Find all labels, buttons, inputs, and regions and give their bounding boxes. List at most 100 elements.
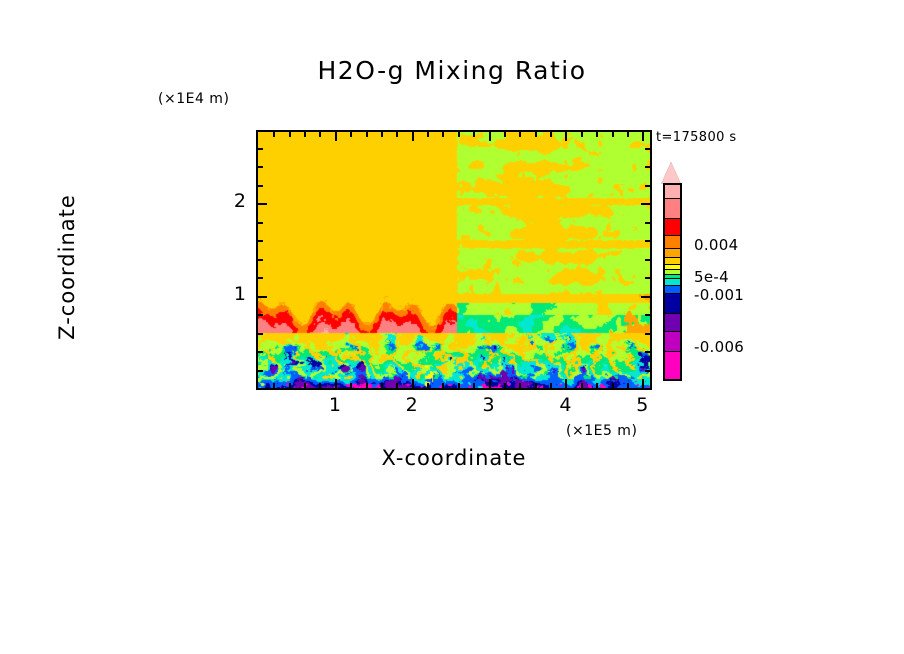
x-minor-tick: [427, 383, 429, 388]
x-minor-tick-top: [612, 132, 614, 137]
x-minor-tick: [519, 383, 521, 388]
y-major-tick: [258, 203, 267, 205]
y-minor-tick-right: [645, 333, 650, 335]
x-minor-tick-top: [473, 132, 475, 137]
x-major-tick: [565, 379, 567, 388]
x-minor-tick-top: [442, 132, 444, 137]
colorbar-band: [665, 352, 680, 379]
x-minor-tick-top: [304, 132, 306, 137]
x-minor-tick: [396, 383, 398, 388]
x-minor-tick-top: [396, 132, 398, 137]
y-tick-label: 1: [233, 282, 246, 305]
y-minor-tick-right: [645, 148, 650, 150]
colorbar-tick-label: -0.001: [694, 286, 745, 304]
timestamp-annotation: t=175800 s: [656, 130, 737, 145]
y-minor-tick: [258, 314, 263, 316]
y-minor-tick: [258, 333, 263, 335]
x-minor-tick: [504, 383, 506, 388]
colorbar-tick-label: 0.004: [694, 236, 739, 254]
colorbar-band: [665, 269, 680, 275]
x-minor-tick: [273, 383, 275, 388]
x-minor-tick-top: [550, 132, 552, 137]
x-minor-tick: [366, 383, 368, 388]
y-minor-tick: [258, 277, 263, 279]
x-major-tick: [412, 379, 414, 388]
y-minor-tick: [258, 370, 263, 372]
y-minor-tick: [258, 351, 263, 353]
colorbar-band: [665, 332, 680, 353]
x-minor-tick: [596, 383, 598, 388]
colorbar-band: [665, 185, 680, 199]
x-minor-tick: [550, 383, 552, 388]
x-major-tick-top: [335, 132, 337, 141]
x-major-tick: [335, 379, 337, 388]
y-major-tick-right: [641, 296, 650, 298]
y-minor-tick-right: [645, 240, 650, 242]
x-minor-tick-top: [581, 132, 583, 137]
y-minor-tick-right: [645, 277, 650, 279]
x-minor-tick: [473, 383, 475, 388]
colorbar-band: [665, 198, 680, 219]
colorbar: [663, 183, 682, 381]
page-title: H2O-g Mixing Ratio: [317, 56, 587, 85]
x-minor-tick-top: [535, 132, 537, 137]
x-tick-label: 2: [405, 394, 418, 416]
x-minor-tick-top: [273, 132, 275, 137]
x-major-tick-top: [565, 132, 567, 141]
x-minor-tick: [535, 383, 537, 388]
z-axis-unit-label: (×1E4 m): [158, 91, 230, 107]
x-minor-tick: [627, 383, 629, 388]
x-minor-tick: [381, 383, 383, 388]
x-minor-tick-top: [519, 132, 521, 137]
x-tick-label: 4: [559, 394, 572, 416]
y-minor-tick: [258, 166, 263, 168]
y-minor-tick-right: [645, 185, 650, 187]
x-minor-tick-top: [458, 132, 460, 137]
y-minor-tick: [258, 259, 263, 261]
x-minor-tick: [442, 383, 444, 388]
x-major-tick-top: [642, 132, 644, 141]
x-tick-label: 1: [328, 394, 341, 416]
colorbar-band: [665, 293, 680, 314]
colorbar-band: [665, 236, 680, 250]
x-minor-tick-top: [627, 132, 629, 137]
y-minor-tick-right: [645, 370, 650, 372]
x-minor-tick: [304, 383, 306, 388]
x-minor-tick-top: [596, 132, 598, 137]
y-minor-tick-right: [645, 314, 650, 316]
x-minor-tick-top: [504, 132, 506, 137]
x-minor-tick: [289, 383, 291, 388]
x-minor-tick: [350, 383, 352, 388]
x-minor-tick: [581, 383, 583, 388]
x-minor-tick-top: [427, 132, 429, 137]
colorbar-band: [665, 274, 680, 280]
y-minor-tick-right: [645, 259, 650, 261]
x-tick-label: 5: [636, 394, 649, 416]
colorbar-band: [665, 264, 680, 270]
x-minor-tick-top: [366, 132, 368, 137]
x-minor-tick-top: [381, 132, 383, 137]
colorbar-band: [665, 218, 680, 237]
y-major-tick-right: [641, 203, 650, 205]
x-major-tick: [642, 379, 644, 388]
y-axis-title: Z-coordinate: [55, 194, 79, 340]
colorbar-band: [665, 314, 680, 333]
contour-plot-area: [256, 130, 652, 390]
colorbar-tick-label: -0.006: [694, 338, 745, 356]
x-axis-title: X-coordinate: [381, 446, 527, 470]
y-major-tick: [258, 296, 267, 298]
x-minor-tick: [458, 383, 460, 388]
colorbar-arrow-icon: [661, 162, 681, 184]
y-minor-tick-right: [645, 166, 650, 168]
colorbar-tick-label: 5e-4: [694, 268, 729, 286]
x-major-tick-top: [412, 132, 414, 141]
colorbar-band: [665, 249, 680, 258]
x-minor-tick: [612, 383, 614, 388]
x-major-tick: [489, 379, 491, 388]
colorbar-band: [665, 285, 680, 294]
y-minor-tick: [258, 148, 263, 150]
x-minor-tick-top: [289, 132, 291, 137]
x-major-tick-top: [489, 132, 491, 141]
y-minor-tick-right: [645, 351, 650, 353]
